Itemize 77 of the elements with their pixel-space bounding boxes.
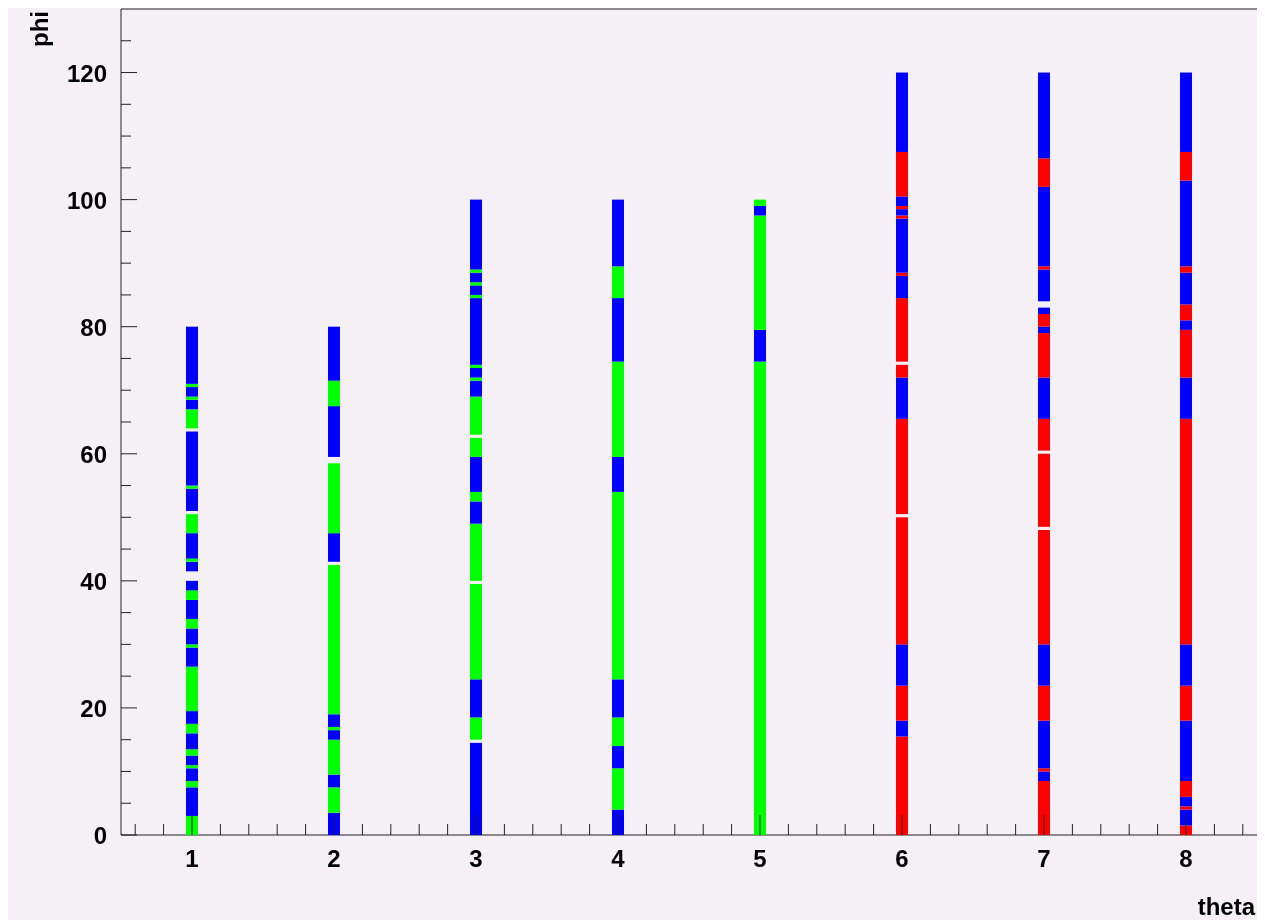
- bar: [1038, 326, 1050, 334]
- bar: [186, 383, 198, 388]
- bar: [186, 485, 198, 489]
- bar: [186, 599, 198, 619]
- bar: [186, 768, 198, 781]
- bar: [186, 514, 198, 534]
- bar: [896, 275, 908, 299]
- bar: [1038, 418, 1050, 451]
- bar: [1038, 377, 1050, 419]
- bar: [896, 218, 908, 273]
- x-tick-label: 8: [1179, 845, 1193, 872]
- bar: [1180, 72, 1192, 152]
- bar: [896, 215, 908, 219]
- x-tick-label: 1: [185, 845, 199, 872]
- bar: [470, 501, 482, 524]
- y-axis-title: phi: [26, 11, 53, 47]
- bar: [1180, 720, 1192, 781]
- y-tick-label: 120: [66, 59, 107, 87]
- bar: [896, 377, 908, 419]
- bar: [1038, 644, 1050, 686]
- bar: [186, 387, 198, 397]
- bar: [470, 269, 482, 273]
- bar: [1180, 418, 1192, 645]
- bar: [1180, 320, 1192, 330]
- bar: [186, 733, 198, 750]
- bar: [186, 755, 198, 766]
- bar: [896, 720, 908, 737]
- bar: [186, 431, 198, 486]
- bar: [186, 628, 198, 645]
- y-tick-label: 20: [80, 694, 107, 722]
- bar: [896, 298, 908, 362]
- bar: [186, 558, 198, 562]
- x-tick-label: 6: [895, 845, 909, 872]
- y-tick-label: 0: [93, 822, 107, 849]
- bar: [186, 326, 198, 384]
- bar: [1180, 377, 1192, 419]
- x-axis-title: theta: [1197, 893, 1256, 920]
- bar: [186, 488, 198, 511]
- bar: [186, 533, 198, 559]
- bar: [754, 329, 766, 362]
- bar: [470, 456, 482, 492]
- bar: [1038, 313, 1050, 327]
- x-tick-label: 3: [469, 845, 483, 872]
- bar: [186, 396, 198, 400]
- bar: [186, 409, 198, 429]
- bar: [186, 399, 198, 410]
- bar: [612, 456, 624, 492]
- bar: [1038, 307, 1050, 314]
- y-tick-label: 60: [80, 440, 107, 468]
- bar: [328, 714, 340, 727]
- bar: [470, 199, 482, 270]
- bar: [896, 72, 908, 152]
- bar: [1180, 304, 1192, 321]
- bar: [1180, 180, 1192, 267]
- bar: [1038, 72, 1050, 159]
- bar: [1180, 272, 1192, 305]
- bar: [186, 787, 198, 816]
- bar: [896, 644, 908, 686]
- bar: [1180, 796, 1192, 807]
- x-tick-label: 5: [753, 845, 767, 872]
- bar: [186, 711, 198, 724]
- bar: [1180, 644, 1192, 686]
- bar: [896, 196, 908, 206]
- x-tick-label: 2: [327, 845, 341, 872]
- bar: [754, 205, 766, 216]
- bar: [896, 209, 908, 216]
- bar: [1038, 720, 1050, 769]
- bar: [1038, 771, 1050, 781]
- y-tick-label: 100: [66, 186, 107, 214]
- bar: [186, 580, 198, 591]
- y-tick-label: 80: [80, 313, 107, 341]
- bar: [470, 272, 482, 283]
- bar: [186, 561, 198, 572]
- x-tick-label: 4: [611, 845, 626, 872]
- y-tick-label: 40: [80, 567, 107, 595]
- x-tick-label: 7: [1037, 845, 1051, 872]
- bar: [186, 647, 198, 667]
